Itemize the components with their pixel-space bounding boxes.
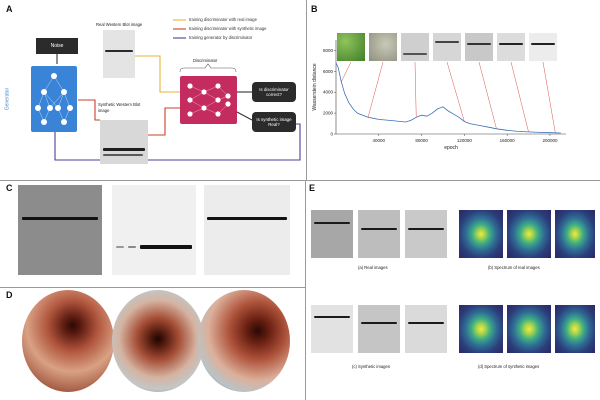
- endoscopy-image-2: [112, 290, 204, 392]
- y-tick-label: 4000: [323, 90, 334, 95]
- panel-b-letter: B: [311, 4, 318, 14]
- synthetic-spectrum-1: [459, 305, 503, 353]
- divider-vertical-bottom: [305, 180, 306, 400]
- gan-diagram: [31, 19, 301, 161]
- real-image-3: [405, 210, 447, 258]
- real-spectrum-3: [555, 210, 595, 258]
- discriminator-label: Discriminator: [193, 58, 218, 63]
- caption-synthetic-images: (c) Synthetic images: [352, 364, 390, 369]
- caption-synthetic-spectrum: (d) Spectrum of synthetic images: [478, 364, 540, 369]
- real-image-1: [311, 210, 353, 258]
- real-blot-image: [103, 30, 135, 78]
- x-tick-label: 160000: [500, 138, 516, 143]
- sample-thumb-7: [529, 33, 557, 61]
- synthetic-blot-image: [100, 120, 148, 164]
- panel-a-letter: A: [6, 4, 13, 14]
- synthetic-spectrum-3: [555, 305, 595, 353]
- synthetic-blot-label: Synthetic Western Blot image: [98, 102, 141, 113]
- question1-text: Is discriminator correct?: [259, 87, 289, 97]
- real-path: [135, 55, 180, 93]
- wasserstein-chart: 40000 80000 120000 160000 200000 0 2000 4000 600…: [312, 40, 566, 151]
- generator-label: Generator: [4, 87, 11, 111]
- x-tick-label: 40000: [373, 138, 386, 143]
- legend-item-real: training discriminator with real image: [189, 17, 257, 22]
- sample-thumb-4: [433, 33, 461, 61]
- blot-c-2: [112, 185, 196, 275]
- question-box-correct: Is discriminator correct?: [252, 82, 296, 102]
- y-tick-label: 0: [330, 132, 333, 137]
- x-tick-label: 120000: [457, 138, 473, 143]
- question2-text: Is synthetic image Real?: [256, 117, 292, 127]
- real-blot-label: Real Western Blot image: [96, 22, 143, 27]
- synthetic-image-3: [405, 305, 447, 353]
- caption-real-images: (a) Real images: [358, 265, 388, 270]
- real-image-2: [358, 210, 400, 258]
- blot-c-3: [204, 185, 290, 275]
- x-axis-label: epoch: [444, 145, 458, 151]
- generator-path: [54, 123, 301, 161]
- generator-box: [31, 66, 77, 132]
- divider-horizontal-top: [0, 180, 600, 181]
- y-axis-label: Wasserstein distance: [312, 63, 318, 111]
- divider-vertical-top: [306, 0, 307, 180]
- legend-item-generator: training generator by discriminator: [189, 35, 253, 40]
- y-tick-label: 2000: [323, 111, 334, 116]
- synthetic-image-1: [311, 305, 353, 353]
- panel-c-letter: C: [6, 183, 13, 193]
- noise-label: Noise: [50, 43, 64, 49]
- synthetic-spectrum-2: [507, 305, 551, 353]
- question-box-real: Is synthetic image Real?: [252, 112, 296, 132]
- sample-connector: [510, 61, 529, 132]
- synthetic-image-2: [358, 305, 400, 353]
- sample-thumb-2: [369, 33, 397, 61]
- sample-thumb-6: [497, 33, 525, 61]
- x-tick-label: 80000: [415, 138, 428, 143]
- divider-horizontal-left: [0, 287, 305, 288]
- sample-connector: [367, 61, 384, 118]
- endoscopy-image-1: [22, 290, 114, 392]
- sample-connector: [414, 61, 417, 118]
- discriminator-brace: [179, 63, 237, 73]
- endoscopy-image-3: [198, 290, 290, 392]
- synthetic-path: [78, 99, 100, 121]
- disc-q2: [236, 111, 253, 121]
- sample-connector: [341, 61, 352, 82]
- real-spectrum-1: [459, 210, 503, 258]
- sample-thumb-3: [401, 33, 429, 61]
- sample-connector: [446, 61, 465, 122]
- sample-thumb-1: [337, 33, 365, 61]
- y-tick-label: 8000: [323, 48, 334, 53]
- synthetic-path-2: [148, 107, 180, 136]
- x-tick-label: 200000: [542, 138, 558, 143]
- sample-connector: [478, 61, 497, 129]
- noise-box: Noise: [36, 38, 78, 54]
- sample-thumb-5: [465, 33, 493, 61]
- real-spectrum-2: [507, 210, 551, 258]
- sample-connector: [542, 61, 556, 133]
- legend-item-synthetic: training discriminator with synthetic im…: [189, 26, 267, 31]
- panel-d-letter: D: [6, 290, 13, 300]
- y-tick-label: 6000: [323, 69, 334, 74]
- caption-real-spectrum: (b) Spectrum of real images: [488, 265, 540, 270]
- blot-c-1: [18, 185, 102, 275]
- panel-e-letter: E: [309, 183, 316, 193]
- series-line: [335, 62, 561, 134]
